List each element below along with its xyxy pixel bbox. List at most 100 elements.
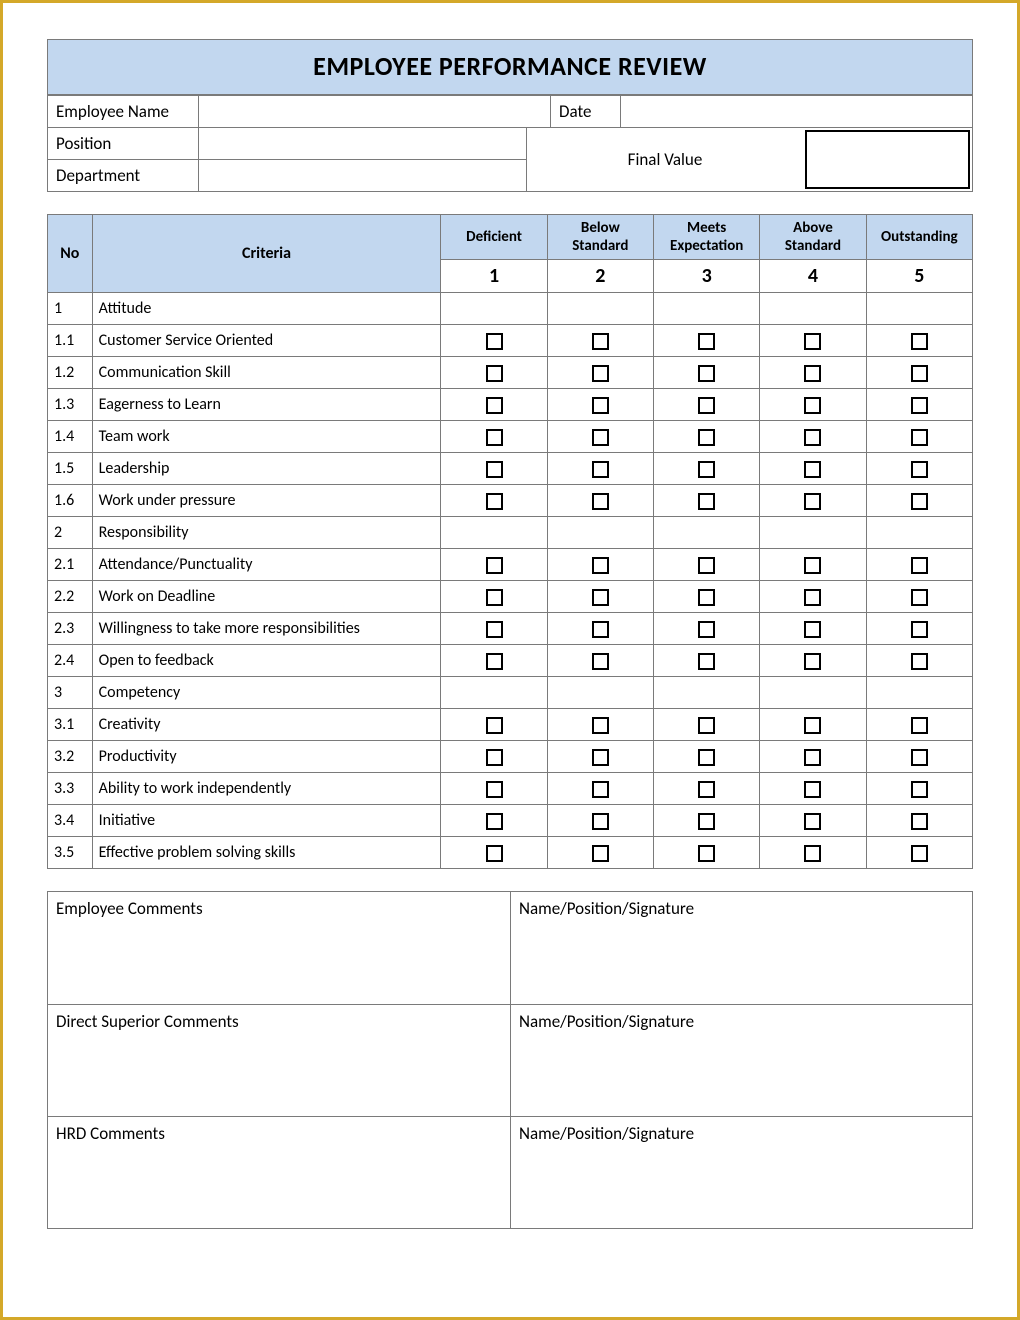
rating-cell[interactable] [547,645,653,677]
checkbox-icon[interactable] [804,621,821,638]
checkbox-icon[interactable] [804,717,821,734]
checkbox-icon[interactable] [592,653,609,670]
rating-cell[interactable] [760,549,866,581]
checkbox-icon[interactable] [486,621,503,638]
checkbox-icon[interactable] [592,365,609,382]
rating-cell[interactable] [866,389,972,421]
rating-cell[interactable] [547,485,653,517]
checkbox-icon[interactable] [486,557,503,574]
checkbox-icon[interactable] [911,621,928,638]
rating-cell[interactable] [866,613,972,645]
checkbox-icon[interactable] [486,493,503,510]
checkbox-icon[interactable] [804,749,821,766]
rating-cell[interactable] [547,709,653,741]
rating-cell[interactable] [441,389,547,421]
rating-cell[interactable] [654,741,760,773]
comments-label-left[interactable]: HRD Comments [48,1117,510,1228]
checkbox-icon[interactable] [804,493,821,510]
rating-cell[interactable] [866,485,972,517]
rating-cell[interactable] [654,357,760,389]
position-field[interactable] [198,127,526,159]
rating-cell[interactable] [547,325,653,357]
checkbox-icon[interactable] [698,845,715,862]
rating-cell[interactable] [866,453,972,485]
rating-cell[interactable] [760,613,866,645]
checkbox-icon[interactable] [911,557,928,574]
comments-label-right[interactable]: Name/Position/Signature [510,892,972,1004]
rating-cell[interactable] [866,709,972,741]
checkbox-icon[interactable] [486,717,503,734]
rating-cell[interactable] [760,357,866,389]
rating-cell[interactable] [547,453,653,485]
rating-cell[interactable] [441,805,547,837]
rating-cell[interactable] [760,453,866,485]
checkbox-icon[interactable] [486,813,503,830]
rating-cell[interactable] [654,485,760,517]
checkbox-icon[interactable] [804,653,821,670]
checkbox-icon[interactable] [911,781,928,798]
rating-cell[interactable] [441,837,547,869]
checkbox-icon[interactable] [592,813,609,830]
checkbox-icon[interactable] [911,749,928,766]
checkbox-icon[interactable] [911,717,928,734]
checkbox-icon[interactable] [592,589,609,606]
checkbox-icon[interactable] [486,781,503,798]
rating-cell[interactable] [547,773,653,805]
checkbox-icon[interactable] [911,845,928,862]
rating-cell[interactable] [760,773,866,805]
rating-cell[interactable] [547,613,653,645]
checkbox-icon[interactable] [486,653,503,670]
rating-cell[interactable] [547,741,653,773]
checkbox-icon[interactable] [592,397,609,414]
checkbox-icon[interactable] [804,813,821,830]
checkbox-icon[interactable] [911,429,928,446]
rating-cell[interactable] [866,645,972,677]
checkbox-icon[interactable] [804,397,821,414]
checkbox-icon[interactable] [804,589,821,606]
rating-cell[interactable] [441,325,547,357]
checkbox-icon[interactable] [911,493,928,510]
rating-cell[interactable] [547,421,653,453]
rating-cell[interactable] [654,389,760,421]
checkbox-icon[interactable] [911,365,928,382]
checkbox-icon[interactable] [804,845,821,862]
checkbox-icon[interactable] [804,461,821,478]
rating-cell[interactable] [441,613,547,645]
rating-cell[interactable] [760,389,866,421]
checkbox-icon[interactable] [592,781,609,798]
checkbox-icon[interactable] [486,365,503,382]
employee-name-field[interactable] [198,95,550,127]
comments-label-right[interactable]: Name/Position/Signature [510,1005,972,1116]
rating-cell[interactable] [441,709,547,741]
checkbox-icon[interactable] [486,333,503,350]
checkbox-icon[interactable] [592,845,609,862]
checkbox-icon[interactable] [486,589,503,606]
rating-cell[interactable] [547,389,653,421]
rating-cell[interactable] [760,581,866,613]
rating-cell[interactable] [654,805,760,837]
rating-cell[interactable] [654,325,760,357]
rating-cell[interactable] [760,837,866,869]
rating-cell[interactable] [654,613,760,645]
department-field[interactable] [198,159,526,191]
checkbox-icon[interactable] [804,365,821,382]
rating-cell[interactable] [441,357,547,389]
rating-cell[interactable] [547,357,653,389]
rating-cell[interactable] [654,709,760,741]
checkbox-icon[interactable] [698,589,715,606]
checkbox-icon[interactable] [698,333,715,350]
rating-cell[interactable] [654,581,760,613]
checkbox-icon[interactable] [804,781,821,798]
checkbox-icon[interactable] [911,813,928,830]
rating-cell[interactable] [866,421,972,453]
checkbox-icon[interactable] [698,397,715,414]
rating-cell[interactable] [866,325,972,357]
final-value-field[interactable] [805,130,970,189]
rating-cell[interactable] [760,709,866,741]
checkbox-icon[interactable] [698,365,715,382]
rating-cell[interactable] [654,421,760,453]
comments-label-right[interactable]: Name/Position/Signature [510,1117,972,1228]
rating-cell[interactable] [654,837,760,869]
checkbox-icon[interactable] [911,333,928,350]
comments-label-left[interactable]: Direct Superior Comments [48,1005,510,1116]
